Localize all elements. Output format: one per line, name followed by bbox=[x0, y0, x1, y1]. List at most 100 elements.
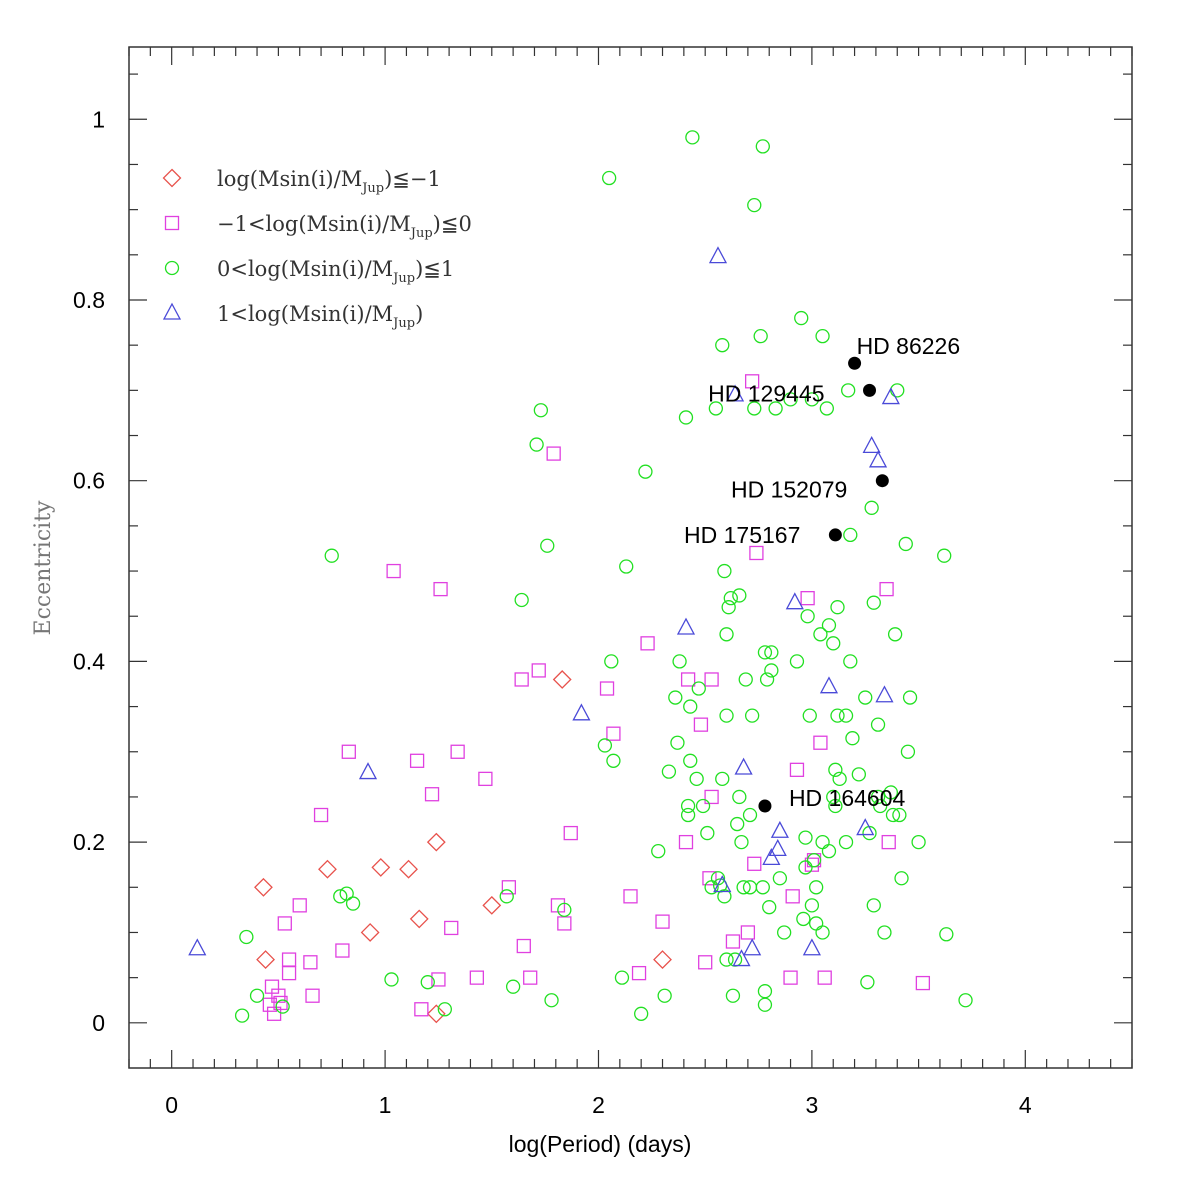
data-point-circle bbox=[680, 798, 696, 814]
data-point-circle bbox=[937, 548, 952, 563]
data-point-circle bbox=[815, 925, 830, 940]
data-point-circle bbox=[437, 1002, 452, 1017]
data-point-triangle bbox=[802, 938, 821, 956]
data-point-circle bbox=[894, 871, 909, 886]
data-point-circle bbox=[900, 744, 916, 759]
data-point-circle bbox=[499, 889, 514, 904]
legend-marker bbox=[162, 302, 182, 320]
data-point-triangle bbox=[188, 938, 207, 956]
data-point-circle bbox=[529, 437, 544, 452]
data-point-circle bbox=[890, 383, 905, 398]
data-point-square bbox=[514, 672, 529, 687]
data-point-circle bbox=[887, 627, 903, 642]
data-point-square bbox=[915, 975, 931, 991]
data-point-circle bbox=[898, 536, 913, 552]
data-point-triangle bbox=[734, 757, 753, 775]
data-point-triangle bbox=[358, 762, 378, 780]
data-point-circle bbox=[892, 807, 907, 823]
data-point-triangle bbox=[881, 387, 900, 405]
x-tick-label: 4 bbox=[1019, 1092, 1032, 1118]
star-label: HD 164604 bbox=[789, 785, 906, 811]
data-point-circle bbox=[815, 328, 830, 344]
data-point-square bbox=[789, 762, 805, 777]
data-point-square bbox=[305, 988, 320, 1003]
y-tick-label: 0.2 bbox=[73, 829, 105, 855]
data-point-square bbox=[744, 374, 760, 389]
y-tick-label: 0.6 bbox=[73, 468, 105, 494]
data-point-circle bbox=[806, 853, 822, 868]
data-point-triangle bbox=[713, 875, 732, 893]
data-point-square bbox=[431, 972, 446, 987]
data-point-square bbox=[747, 856, 762, 871]
data-point-square bbox=[516, 938, 531, 954]
data-point-square bbox=[281, 952, 297, 967]
data-point-square bbox=[409, 753, 425, 768]
data-point-square bbox=[450, 744, 465, 759]
data-point-circle bbox=[700, 825, 715, 841]
x-tick-label: 0 bbox=[165, 1092, 178, 1118]
data-point-circle bbox=[768, 401, 783, 416]
data-point-circle bbox=[747, 197, 762, 213]
tick-labels: 0 1 2 3 4 0 0.2 0.4 0.6 0.8 1 bbox=[73, 106, 1032, 1118]
data-point-circle bbox=[689, 771, 704, 787]
data-point-circle bbox=[638, 464, 653, 479]
data-point-square bbox=[631, 965, 647, 981]
y-axis-title: Eccentricity bbox=[31, 500, 56, 635]
data-point-circle bbox=[695, 798, 711, 814]
highlight-point bbox=[828, 528, 842, 542]
data-point-circle bbox=[755, 880, 770, 895]
data-point-triangle bbox=[768, 838, 787, 856]
data-point-circle bbox=[873, 798, 888, 814]
legend-label: 0<log(Msin(i)/MJup)≦1 bbox=[217, 257, 454, 286]
data-point-circle bbox=[958, 993, 973, 1008]
data-point-circle bbox=[657, 988, 672, 1003]
highlight-point bbox=[863, 383, 877, 397]
data-point-triangle bbox=[762, 847, 781, 866]
data-point-circle bbox=[838, 834, 854, 850]
data-point-square bbox=[623, 889, 638, 904]
data-point-circle bbox=[902, 690, 918, 705]
data-point-circle bbox=[830, 708, 845, 723]
data-point-circle bbox=[843, 654, 858, 669]
data-point-circle bbox=[708, 401, 724, 416]
data-point-circle bbox=[717, 563, 732, 579]
data-point-square bbox=[678, 834, 694, 850]
x-tick-label: 2 bbox=[592, 1092, 605, 1118]
data-point-circle bbox=[736, 880, 751, 895]
legend-marker bbox=[164, 260, 180, 276]
data-point-square bbox=[783, 970, 798, 985]
data-point-circle bbox=[634, 1006, 649, 1021]
data-point-circle bbox=[683, 753, 698, 768]
data-point-circle bbox=[802, 708, 817, 723]
data-point-circle bbox=[864, 500, 879, 515]
data-point-circle bbox=[819, 401, 834, 416]
data-point-circle bbox=[753, 328, 768, 344]
data-point-circle bbox=[821, 618, 837, 633]
data-point-triangle bbox=[875, 685, 894, 703]
data-point-circle bbox=[719, 708, 734, 723]
data-point-triangle bbox=[785, 592, 804, 610]
data-point-square bbox=[424, 787, 440, 802]
data-point-circle bbox=[719, 627, 734, 642]
data-point-circle bbox=[672, 654, 687, 669]
data-point-square bbox=[478, 771, 493, 787]
data-point-square bbox=[702, 871, 717, 886]
data-point-square bbox=[813, 735, 828, 750]
data-point-square bbox=[523, 970, 538, 985]
data-point-circle bbox=[885, 807, 901, 823]
y-tick-label: 0.4 bbox=[73, 648, 105, 674]
data-point-circle bbox=[804, 898, 820, 913]
data-point-diamond bbox=[318, 859, 337, 879]
data-point-circle bbox=[772, 871, 788, 886]
data-point-triangle bbox=[862, 435, 881, 454]
x-tick-label: 3 bbox=[805, 1092, 818, 1118]
y-tick-label: 1 bbox=[92, 106, 105, 132]
data-point-square bbox=[749, 545, 764, 561]
data-point-circle bbox=[619, 559, 634, 574]
data-point-circle bbox=[757, 997, 773, 1012]
data-point-circle bbox=[384, 972, 399, 987]
data-point-square bbox=[698, 955, 713, 970]
data-point-circle bbox=[544, 993, 559, 1008]
legend-label: −1<log(Msin(i)/MJup)≦0 bbox=[217, 212, 472, 241]
highlight-point bbox=[848, 356, 862, 370]
